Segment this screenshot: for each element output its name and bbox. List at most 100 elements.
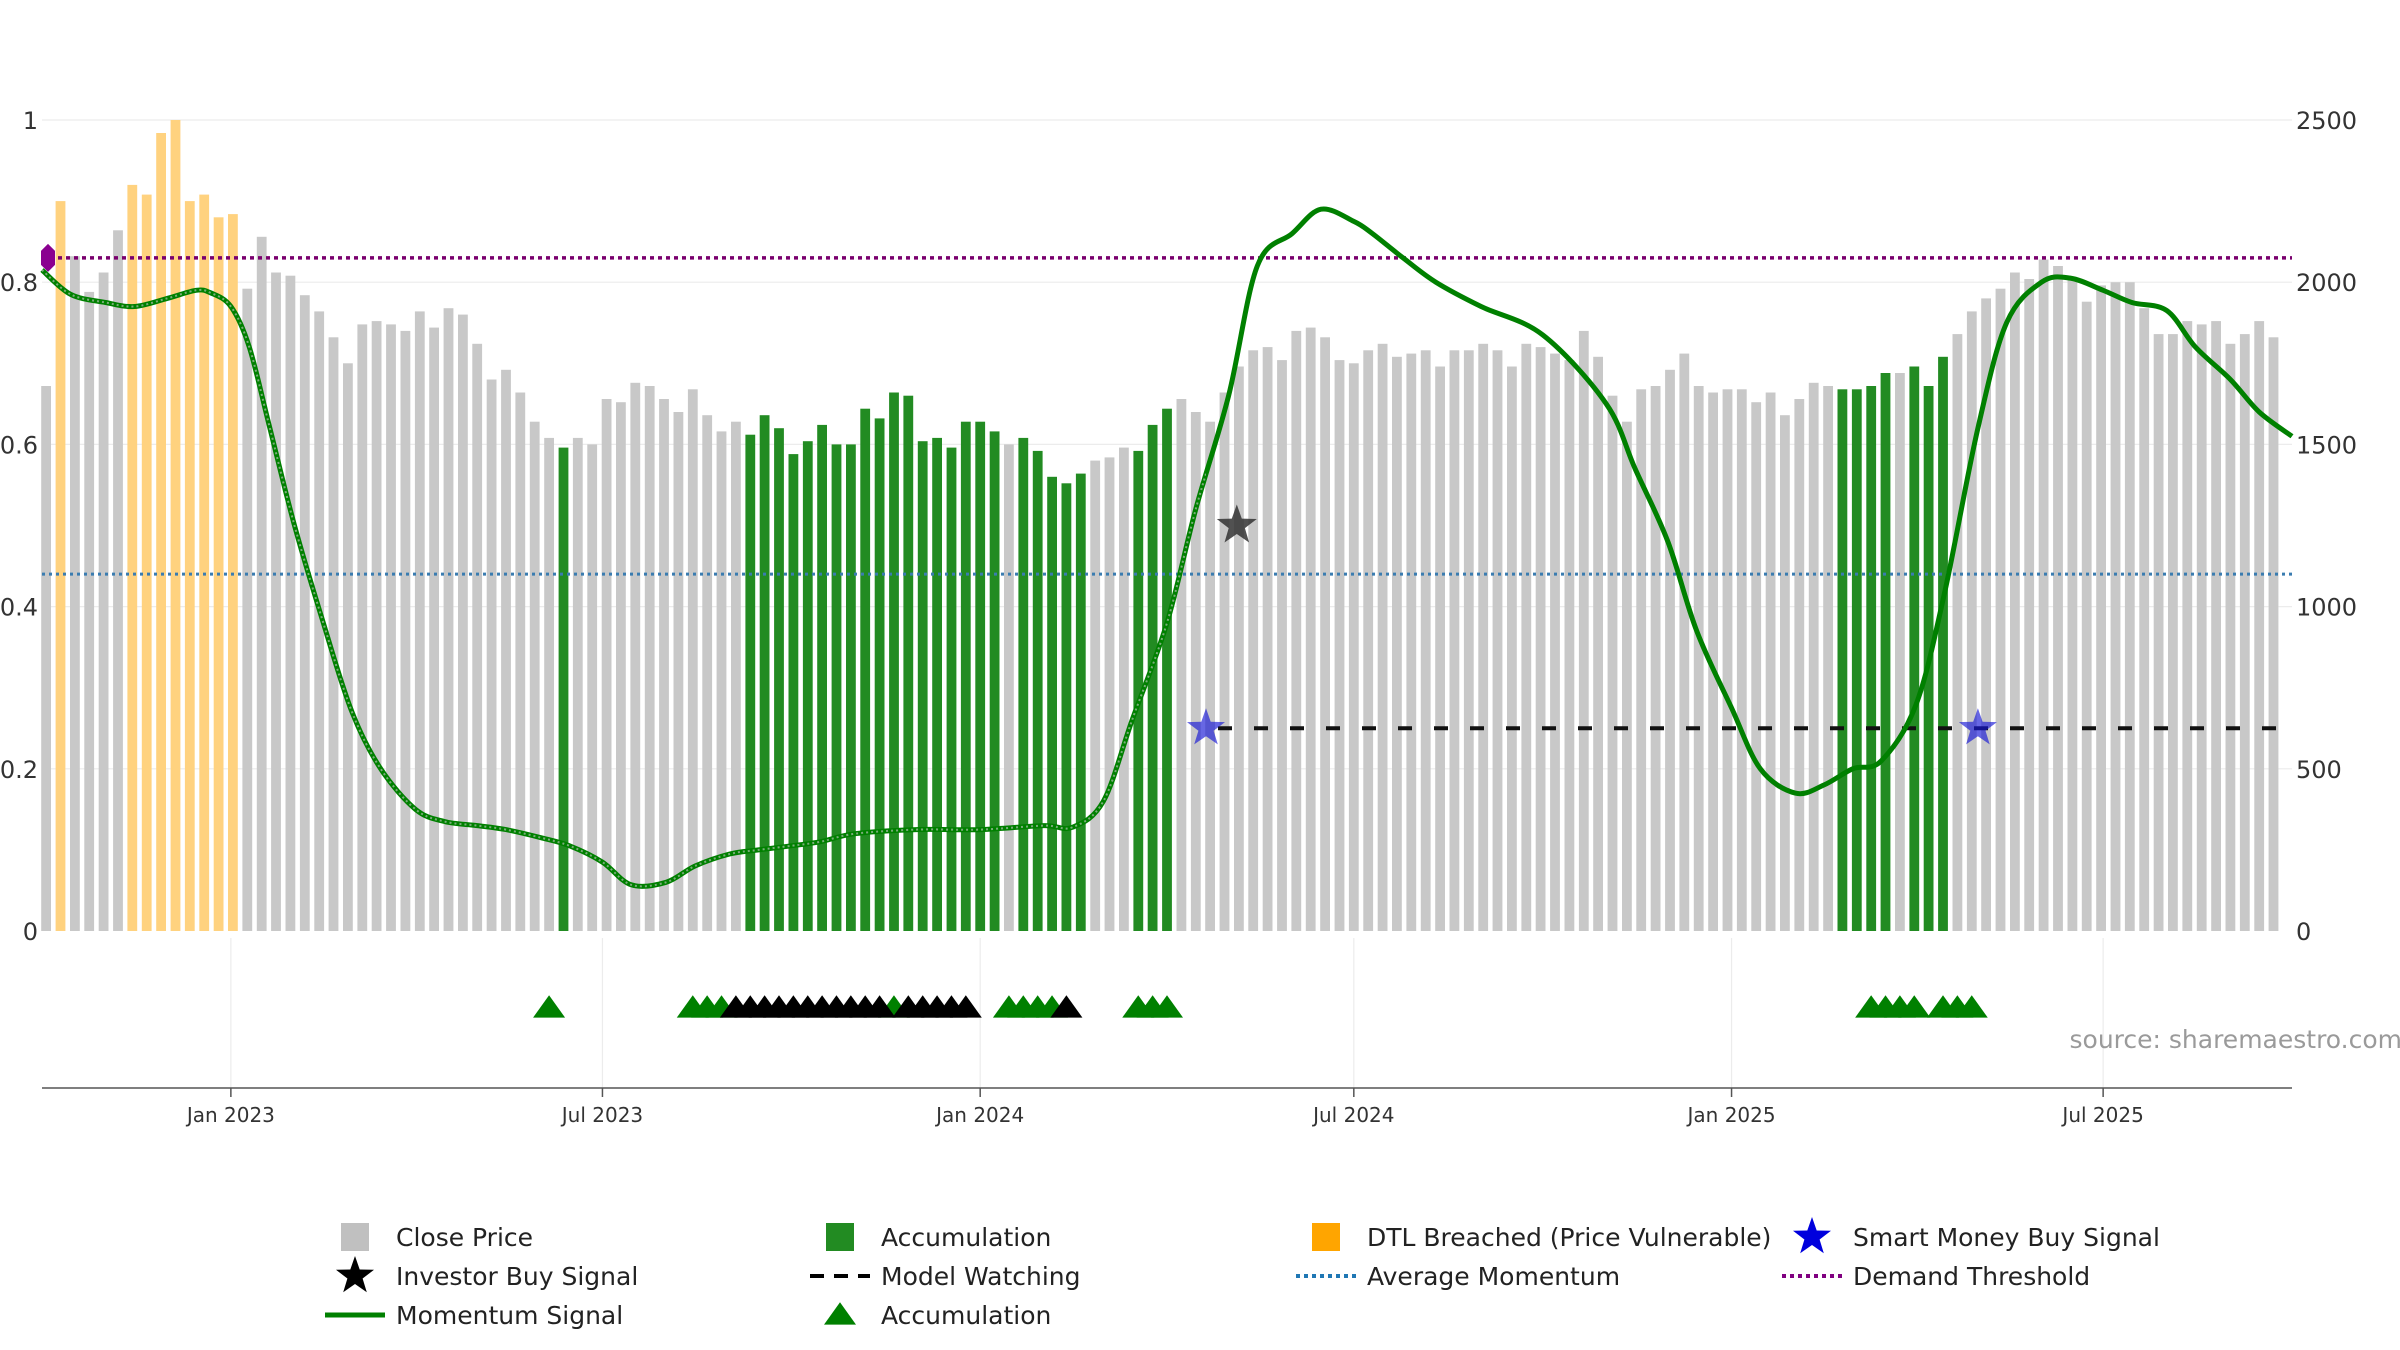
right-tick-label-4: 2000	[2296, 269, 2357, 297]
bar-close-104	[1535, 347, 1546, 932]
bar-close-90	[1334, 360, 1345, 932]
legend-5-label: Model Watching	[881, 1262, 1081, 1291]
x-tick-label-4: Jan 2025	[1686, 1103, 1776, 1127]
bar-close-142	[2081, 301, 2092, 931]
bar-close-48	[731, 421, 741, 931]
bar-close-4	[98, 272, 109, 931]
bar-close-32	[501, 369, 511, 931]
bar-close-85	[1262, 347, 1273, 932]
legend-9-triangle-icon	[824, 1302, 856, 1325]
bar-accumulation-127	[1866, 386, 1877, 931]
bar-accumulation-59	[889, 392, 899, 931]
bar-close-155	[2268, 337, 2279, 931]
bar-accumulation-58	[874, 418, 885, 931]
investor-buy-star-0	[1216, 504, 1257, 543]
bar-close-133	[1952, 334, 1963, 932]
bar-accumulation-53	[802, 441, 813, 931]
accumulation-markers	[533, 995, 1988, 1018]
bar-close-38	[587, 444, 598, 931]
bar-close-143	[2096, 285, 2106, 931]
accumulation-marker-black-15	[949, 995, 982, 1018]
x-tick-label-1: Jul 2023	[560, 1103, 643, 1127]
bar-close-3	[84, 291, 95, 931]
bar-close-108	[1593, 356, 1603, 931]
bar-close-86	[1277, 360, 1287, 932]
bar-close-102	[1507, 366, 1517, 931]
bar-accumulation-132	[1938, 356, 1948, 931]
left-tick-label-4: 0.8	[0, 269, 38, 297]
bar-close-118	[1736, 389, 1747, 931]
bar-close-136	[1995, 288, 2006, 931]
bar-dtl-13	[228, 214, 238, 932]
bar-close-96	[1420, 350, 1431, 931]
bar-close-33	[515, 392, 526, 931]
bar-dtl-8	[156, 133, 166, 931]
bar-dtl-9	[170, 120, 181, 931]
right-tick-label-2: 1000	[2296, 594, 2357, 622]
bar-close-23	[371, 321, 382, 932]
smart-money-buy-star-1	[1958, 708, 1997, 745]
bar-close-88	[1305, 327, 1316, 932]
bar-close-110	[1622, 421, 1632, 931]
legend-7-label: Demand Threshold	[1853, 1262, 2090, 1291]
right-tick-label-0: 0	[2296, 918, 2311, 946]
bar-dtl-7	[141, 194, 152, 932]
bar-accumulation-76	[1133, 450, 1144, 931]
legend-4-label: Investor Buy Signal	[396, 1262, 638, 1291]
bar-close-47	[716, 431, 727, 931]
bar-close-89	[1320, 337, 1330, 931]
bar-accumulation-52	[788, 454, 799, 931]
bar-close-151	[2211, 321, 2221, 932]
bar-close-43	[659, 399, 669, 931]
bar-accumulation-57	[860, 408, 871, 931]
bar-close-121	[1780, 415, 1790, 931]
x-tick-label-2: Jan 2024	[934, 1103, 1024, 1127]
bar-close-44	[673, 412, 684, 931]
bar-close-93	[1377, 343, 1388, 931]
bar-close-34	[529, 421, 540, 931]
legend-3-star-icon	[1793, 1217, 1831, 1254]
bar-close-84	[1248, 350, 1259, 931]
bar-close-152	[2225, 343, 2236, 931]
bar-close-42	[644, 386, 655, 931]
bar-close-41	[630, 382, 641, 931]
bar-accumulation-77	[1147, 424, 1158, 931]
legend-2-swatch	[1312, 1223, 1340, 1251]
legend-0-label: Close Price	[396, 1223, 533, 1252]
bar-close-91	[1348, 363, 1359, 931]
bar-close-21	[343, 363, 353, 931]
bar-accumulation-125	[1837, 389, 1848, 931]
bar-close-149	[2182, 321, 2193, 932]
bar-close-16	[271, 272, 281, 931]
bar-close-74	[1104, 457, 1115, 931]
bar-close-26	[414, 311, 425, 931]
bar-close-28	[443, 308, 454, 931]
bar-close-103	[1521, 343, 1532, 931]
bar-close-137	[2010, 272, 2020, 931]
bar-accumulation-128	[1880, 373, 1891, 931]
bar-close-15	[256, 236, 267, 932]
bar-accumulation-56	[846, 444, 856, 931]
x-tick-label-5: Jul 2025	[2060, 1103, 2143, 1127]
legend-1-label: Accumulation	[881, 1223, 1051, 1252]
bar-close-120	[1765, 392, 1776, 931]
bar-close-81	[1205, 421, 1215, 931]
bar-close-46	[702, 415, 713, 931]
price-bars	[41, 120, 2279, 932]
accumulation-marker-green-18	[1955, 995, 1988, 1018]
legend-1-swatch	[826, 1223, 854, 1251]
bar-close-14	[242, 288, 253, 931]
bar-close-67	[1004, 444, 1014, 931]
bar-close-98	[1449, 350, 1460, 931]
bar-close-114	[1679, 353, 1690, 932]
bar-accumulation-51	[774, 428, 784, 931]
bar-close-139	[2038, 259, 2049, 931]
left-tick-label-1: 0.2	[0, 756, 38, 784]
bar-accumulation-36	[558, 447, 569, 931]
bar-close-24	[386, 324, 396, 931]
bar-close-20	[328, 337, 339, 931]
left-tick-label-0: 0	[23, 918, 38, 946]
bar-dtl-1	[55, 201, 66, 932]
bar-close-18	[299, 295, 310, 931]
bar-close-29	[458, 314, 468, 932]
